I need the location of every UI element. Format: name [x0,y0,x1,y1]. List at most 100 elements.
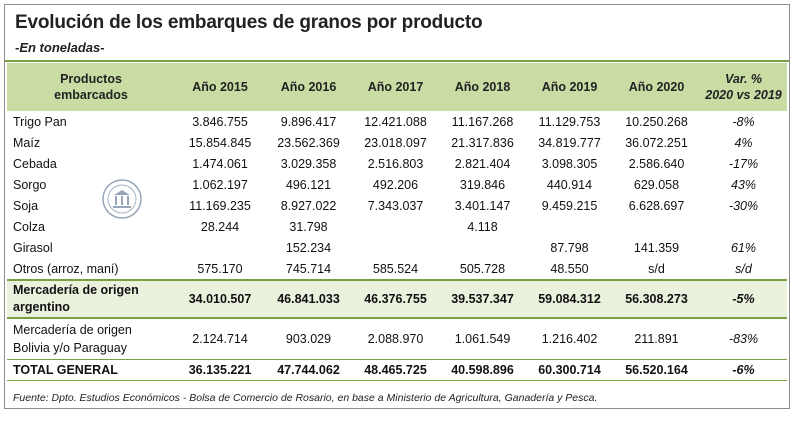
table-row: Sorgo 1.062.197 496.121 492.206 319.846 440.9… [7,174,787,195]
table-cell: s/d [648,261,665,276]
header-row: Productos embarcados Año 2015 Año 2016 A… [7,63,787,111]
title-rule [5,60,789,62]
table-cell: 12.421.088 [364,114,427,129]
table-cell: 496.121 [285,177,332,192]
variation-cell: -83% [700,317,787,360]
product-rows: Trigo Pan 3.846.755 9.896.417 12.421.088 11.… [7,111,787,280]
header-year: Año 2019 [526,63,613,111]
table-cell: 11.129.753 [538,114,601,129]
subtotal-label-line2: Bolivia y/o Paraguay [13,341,127,355]
table-cell: 34.819.777 [538,135,601,150]
variation-cell: -6% [700,359,787,381]
table-cell: 3.401.147 [454,198,511,213]
table-cell: 10.250.268 [625,114,688,129]
table-cell: 60.300.714 [526,359,613,381]
header-year: Año 2015 [175,63,265,111]
product-label: Otros (arroz, maní) [13,261,119,276]
subtotal-row-bolivia-paraguay: Mercadería de origen Bolivia y/o Paragua… [7,317,787,360]
table-cell: 11.167.268 [451,114,514,129]
table-cell: 2.124.714 [175,317,265,360]
table-cell: 505.728 [459,261,506,276]
header-var-line1: Var. % [724,72,763,86]
shipments-table: Productos embarcados Año 2015 Año 2016 A… [7,63,787,381]
table-cell: 36.135.221 [175,359,265,381]
table-cell: 7.343.037 [367,198,424,213]
table-cell: 9.459.215 [541,198,598,213]
variation-cell: 43% [730,177,757,192]
product-label: Maíz [13,135,41,150]
table-cell: 9.896.417 [280,114,337,129]
table-cell: 6.628.697 [628,198,685,213]
header-product-line2: embarcados [54,88,128,102]
table-cell: 1.216.402 [526,317,613,360]
table-cell: 8.927.022 [280,198,337,213]
total-label: TOTAL GENERAL [7,359,175,381]
table-cell [613,216,700,237]
table-cell: 2.586.640 [628,156,685,171]
header-product: Productos embarcados [7,63,175,111]
table-cell: 11.169.235 [189,198,251,213]
table-cell: 15.854.845 [188,135,252,150]
subtotal-label-line1: Mercadería de origen [13,323,132,337]
header-year: Año 2020 [613,63,700,111]
table-cell [352,237,439,258]
source-note: Fuente: Dpto. Estudios Económicos - Bols… [13,392,598,404]
table-row: Soja 11.169.235 8.927.022 7.343.037 3.401.14… [7,195,787,216]
table-cell: 36.072.251 [625,135,688,150]
table-title: Evolución de los embarques de granos por… [15,12,483,33]
table-cell: 585.524 [372,261,419,276]
table-row: Cebada 1.474.061 3.029.358 2.516.803 2.821.4… [7,153,787,174]
table-cell: 440.914 [546,177,593,192]
total-row: TOTAL GENERAL 36.135.221 47.744.062 48.4… [7,359,787,381]
table-cell: 3.098.305 [541,156,598,171]
product-label: Colza [13,219,45,234]
table-row: Trigo Pan 3.846.755 9.896.417 12.421.088 11.… [7,111,787,132]
table-cell: 40.598.896 [439,359,526,381]
variation-cell: -8% [732,114,755,129]
table-subtitle: -En toneladas- [15,40,105,55]
table-cell: 56.308.273 [613,279,700,318]
header-variation: Var. % 2020 vs 2019 [700,63,787,111]
table-cell: 575.170 [197,261,243,276]
table-cell: 39.537.347 [439,279,526,318]
subtotal-label: Mercadería de origen argentino [7,279,175,318]
table-cell: 629.058 [633,177,680,192]
table-cell: 4.118 [467,219,498,234]
subtotal-label-line2: argentino [13,300,70,314]
table-cell: 1.474.061 [192,156,248,171]
variation-cell: -5% [700,279,787,318]
table-cell: 31.798 [289,219,328,234]
variation-cell: -17% [728,156,759,171]
table-cell: 2.516.803 [367,156,424,171]
table-cell: 48.465.725 [352,359,439,381]
header-year: Año 2016 [265,63,352,111]
variation-cell [700,216,787,237]
table-cell [526,216,613,237]
table-frame: Evolución de los embarques de granos por… [4,4,790,409]
table-cell: 152.234 [285,240,332,255]
table-cell [175,237,265,258]
product-label: Soja [13,198,39,213]
table-cell: 3.029.358 [280,156,337,171]
variation-cell: 61% [730,240,757,255]
institution-seal-icon [102,179,142,219]
header-product-line1: Productos [60,72,122,86]
subtotal-label: Mercadería de origen Bolivia y/o Paragua… [7,317,175,360]
table-cell: 23.018.097 [364,135,427,150]
table-cell: 492.206 [372,177,419,192]
product-label: Trigo Pan [13,114,67,129]
table-row: Girasol 152.234 87.798 141.359 61% [7,237,787,258]
table-cell: 745.714 [285,261,332,276]
product-label: Girasol [13,240,53,255]
variation-cell: 4% [734,135,753,150]
variation-cell: -30% [728,198,759,213]
table-cell: 903.029 [265,317,352,360]
subtotal-label-line1: Mercadería de origen [13,283,139,297]
subtotal-row-argentino: Mercadería de origen argentino 34.010.50… [7,279,787,318]
table-cell: 46.376.755 [352,279,439,318]
table-cell: 211.891 [613,317,700,360]
table-cell: 59.084.312 [526,279,613,318]
table-cell: 47.744.062 [265,359,352,381]
table-cell: 56.520.164 [613,359,700,381]
table-cell: 28.244 [200,219,240,234]
